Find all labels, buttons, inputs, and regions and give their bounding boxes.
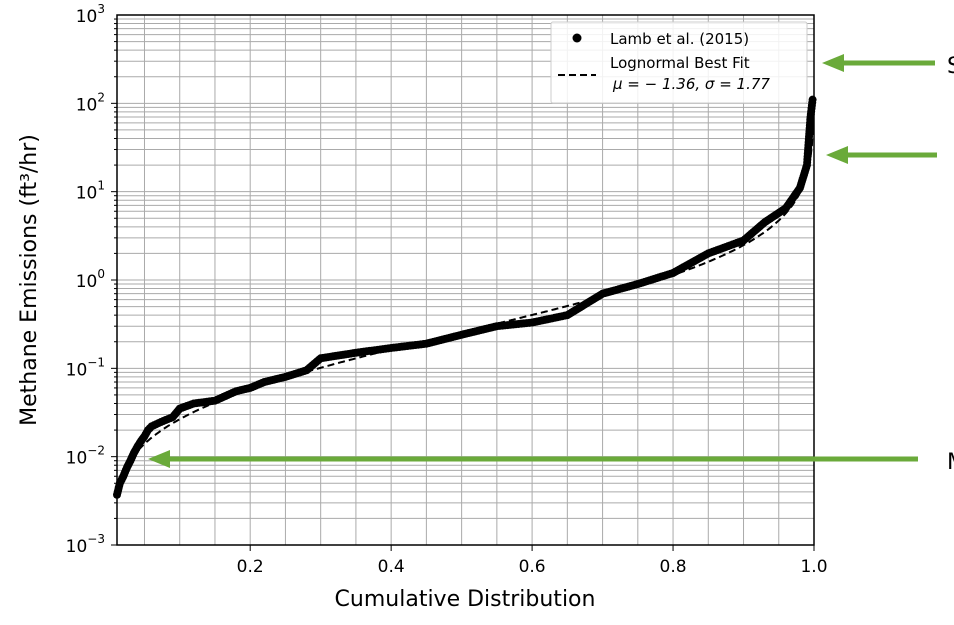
x-tick-label: 0.8 [660,557,687,577]
arrow-head-icon [822,54,844,72]
fit-series [116,122,815,489]
x-tick-label: 0.2 [237,557,264,577]
y-tick-label: 100 [76,267,105,292]
ticks: 10−3 10−2 10−1 100 101 102 103 0.2 0.4 0.6 0.8 1.0 [66,2,828,577]
y-tick-label: 10−3 [66,532,105,557]
x-tick-label: 0.4 [378,557,405,577]
y-tick-label: 102 [76,90,105,115]
y-tick-label: 103 [76,2,105,27]
arrow-head-icon [826,146,848,164]
annotation-label: S [947,54,954,79]
x-tick-label: 0.6 [519,557,546,577]
legend-label-points: Lamb et al. (2015) [610,30,749,48]
arrow-head-icon [148,450,170,468]
data-point [808,95,817,104]
data-series [113,95,817,499]
x-axis-label: Cumulative Distribution [335,587,596,612]
annotations: SM [148,54,954,475]
x-tick-label: 1.0 [800,557,827,577]
legend-label-fit: Lognormal Best Fit [610,54,750,72]
legend-label-fit-params: μ = − 1.36, σ = 1.77 [612,75,770,93]
legend: Lamb et al. (2015) Lognormal Best Fit μ … [550,21,808,104]
y-tick-label: 10−2 [66,444,105,469]
y-axis-label: Methane Emissions (ft³/hr) [17,134,42,426]
y-tick-label: 101 [76,179,105,204]
y-tick-label: 10−1 [66,355,105,380]
fit-line [116,122,815,489]
annotation-label: M [947,450,954,475]
legend-marker-points [572,33,582,43]
